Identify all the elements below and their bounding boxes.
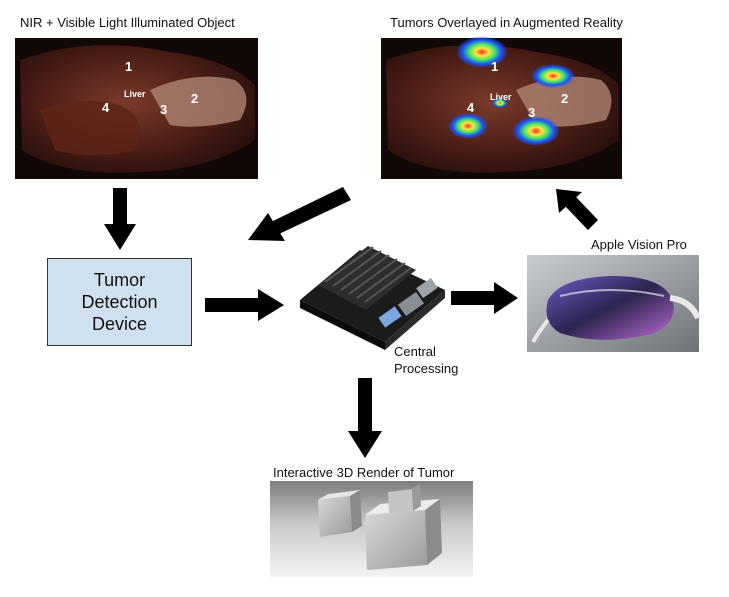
ar-image: 1 2 3 4 Liver — [381, 36, 622, 179]
nir-marker-3: 3 — [160, 102, 167, 117]
ar-tumor-1 — [456, 36, 508, 68]
arrow-vision-pro-to-ar — [556, 189, 598, 230]
central-processing-board — [300, 246, 445, 350]
ar-image-caption: Tumors Overlayed in Augmented Reality — [390, 15, 623, 30]
ar-tumor-4 — [448, 113, 488, 139]
ar-marker-4: 4 — [467, 100, 475, 115]
nir-marker-4: 4 — [102, 100, 110, 115]
vision-pro-image — [527, 255, 701, 352]
vision-pro-caption: Apple Vision Pro — [591, 237, 687, 252]
nir-liver-label: Liver — [124, 89, 146, 99]
ar-marker-3: 3 — [528, 105, 535, 120]
arrow-processing-to-render — [348, 378, 382, 458]
render-3d-image — [270, 481, 473, 577]
render-3d-caption: Interactive 3D Render of Tumor — [273, 465, 455, 480]
nir-image: 1 2 3 4 Liver — [15, 38, 258, 179]
central-processing-caption: Central Processing — [394, 344, 459, 376]
nir-image-caption: NIR + Visible Light Illuminated Object — [20, 15, 235, 30]
ar-tumor-3 — [512, 116, 560, 146]
arrow-nir-to-device — [104, 188, 136, 250]
ar-marker-1: 1 — [491, 59, 498, 74]
ar-tumor-liver — [492, 98, 508, 108]
tumor-detection-device-node: Tumor Detection Device — [47, 258, 192, 346]
nir-marker-2: 2 — [191, 91, 198, 106]
nir-marker-1: 1 — [125, 59, 132, 74]
ar-liver-label: Liver — [490, 92, 512, 102]
diagram-arrows — [104, 187, 598, 458]
ar-tumor-2 — [531, 64, 575, 88]
arrow-processing-to-vision-pro — [451, 282, 518, 314]
ar-marker-2: 2 — [561, 91, 568, 106]
arrow-device-to-processing — [205, 289, 284, 321]
arrow-ar-to-device — [248, 187, 351, 241]
tumor-detection-device-label: Tumor Detection Device — [81, 270, 158, 334]
